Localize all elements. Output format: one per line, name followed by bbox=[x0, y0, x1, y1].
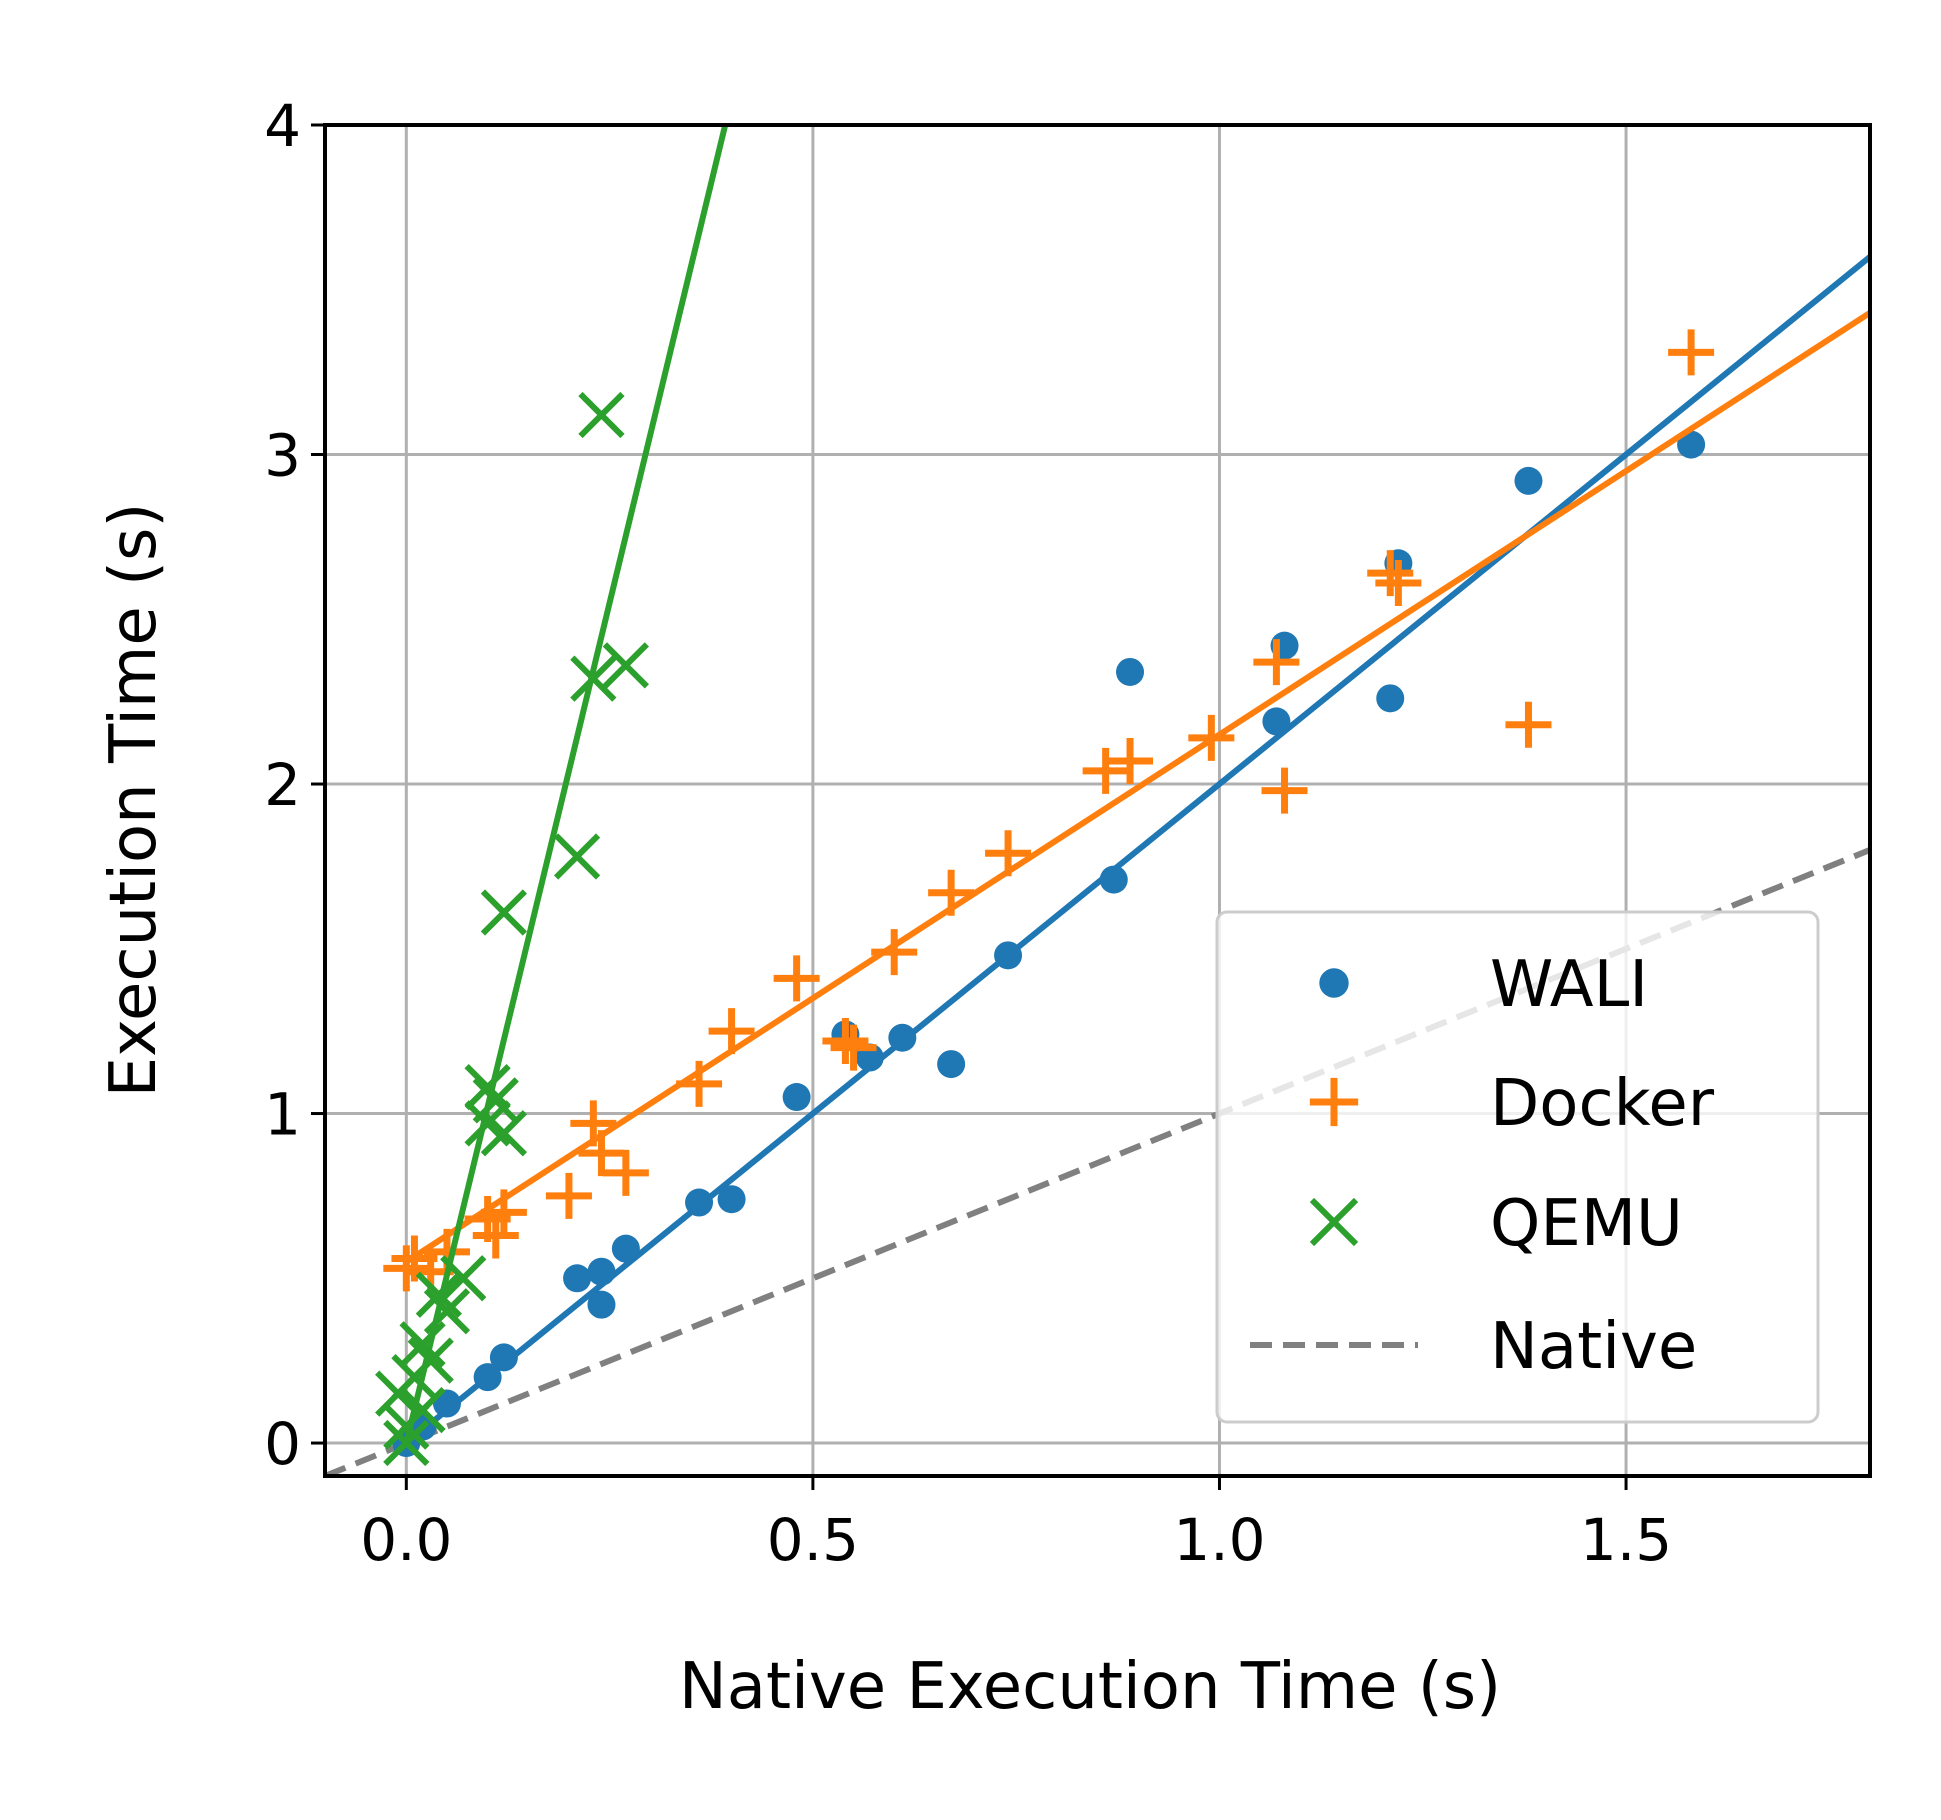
docker-point bbox=[1261, 767, 1308, 814]
wali-point bbox=[1262, 707, 1291, 736]
x-stroke bbox=[1309, 1197, 1359, 1247]
docker-point bbox=[1107, 737, 1154, 784]
docker-point bbox=[830, 1024, 877, 1071]
legend-box bbox=[1215, 910, 1820, 1424]
legend-label-docker: Docker bbox=[1490, 1067, 1715, 1141]
wali-point bbox=[1677, 430, 1706, 459]
wali-point bbox=[937, 1050, 966, 1079]
docker-point bbox=[1367, 550, 1414, 597]
docker-point bbox=[578, 1130, 625, 1177]
y-tick-label: 3 bbox=[264, 422, 301, 490]
qemu-point bbox=[464, 1064, 511, 1111]
qemu-point bbox=[578, 391, 625, 439]
docker-point bbox=[480, 1189, 527, 1236]
x-stroke bbox=[553, 833, 601, 880]
qemu-point bbox=[440, 1255, 487, 1302]
qemu-point bbox=[480, 1110, 528, 1157]
legend-handle-qemu bbox=[1309, 1197, 1359, 1247]
wali-point bbox=[685, 1188, 714, 1217]
x-stroke bbox=[578, 391, 625, 439]
docker-point bbox=[822, 1018, 869, 1065]
docker-point bbox=[1253, 639, 1300, 686]
x-stroke bbox=[570, 655, 617, 702]
wali-point bbox=[1514, 466, 1543, 495]
docker-point bbox=[985, 830, 1032, 877]
docker-point bbox=[1082, 747, 1129, 794]
x-axis-title: Native Execution Time (s) bbox=[679, 1650, 1501, 1724]
y-axis-title: Execution Time (s) bbox=[97, 503, 171, 1098]
docker-point bbox=[602, 1149, 649, 1196]
legend-label-qemu: QEMU bbox=[1490, 1187, 1683, 1261]
x-stroke bbox=[480, 889, 528, 936]
ticks: 0.0 0.5 1.0 1.5 0 1 2 3 4 bbox=[264, 92, 1672, 1574]
legend-label-wali: WALI bbox=[1490, 948, 1648, 1022]
wali-point bbox=[1116, 657, 1145, 686]
x-stroke bbox=[440, 1255, 487, 1302]
wali-point bbox=[611, 1234, 640, 1263]
qemu-point bbox=[602, 642, 649, 689]
x-stroke bbox=[464, 1064, 511, 1111]
legend-handle-docker bbox=[1309, 1077, 1359, 1127]
y-tick-label: 1 bbox=[264, 1081, 301, 1149]
docker-point bbox=[1668, 329, 1715, 376]
wali-point bbox=[587, 1257, 616, 1286]
x-tick-label: 1.5 bbox=[1580, 1506, 1672, 1574]
qemu-point bbox=[553, 833, 601, 880]
qemu-point bbox=[423, 1288, 471, 1335]
docker-point bbox=[676, 1060, 723, 1107]
docker-point bbox=[871, 929, 918, 976]
x-stroke bbox=[399, 1321, 446, 1368]
wali-point bbox=[1376, 684, 1405, 713]
qemu-point bbox=[480, 889, 528, 936]
wali-point bbox=[1099, 865, 1128, 894]
docker-point bbox=[472, 1212, 519, 1259]
wali-point bbox=[994, 941, 1023, 970]
x-stroke bbox=[383, 1419, 430, 1467]
docker-point bbox=[773, 955, 820, 1002]
qemu-point bbox=[570, 655, 617, 702]
x-stroke bbox=[602, 642, 649, 689]
x-tick-label: 0.0 bbox=[360, 1506, 452, 1574]
wali-point bbox=[888, 1023, 917, 1052]
plot-frame bbox=[323, 123, 1872, 1478]
wali-point bbox=[473, 1363, 502, 1392]
x-stroke bbox=[480, 1110, 528, 1157]
qemu-fit-line bbox=[403, 125, 729, 1444]
docker-fit-line bbox=[404, 310, 1870, 1265]
x-stroke bbox=[415, 1271, 462, 1318]
series-layer bbox=[325, 125, 1870, 1476]
wali-point bbox=[782, 1083, 811, 1112]
qemu-point bbox=[383, 1419, 430, 1467]
y-tick-label: 4 bbox=[264, 92, 301, 160]
wali-point bbox=[489, 1343, 518, 1372]
wali-fit-line bbox=[404, 254, 1870, 1446]
docker-point bbox=[928, 869, 975, 916]
wali-point bbox=[587, 1290, 616, 1319]
docker-point bbox=[1188, 714, 1235, 761]
docker-point bbox=[1375, 560, 1422, 607]
y-tick-label: 0 bbox=[264, 1410, 301, 1478]
legend-handle-wali bbox=[1319, 968, 1349, 998]
docker-point bbox=[545, 1172, 592, 1219]
qemu-point bbox=[399, 1386, 446, 1434]
qemu-point bbox=[407, 1337, 454, 1384]
docker-point bbox=[570, 1100, 617, 1147]
x-stroke bbox=[423, 1288, 471, 1335]
legend: WALI Docker QEMU Native bbox=[1215, 910, 1820, 1424]
wali-point bbox=[717, 1185, 746, 1214]
docker-point bbox=[1505, 701, 1552, 748]
y-tick-label: 2 bbox=[264, 751, 301, 819]
x-tick-label: 0.5 bbox=[767, 1506, 859, 1574]
legend-label-native: Native bbox=[1490, 1310, 1697, 1384]
wali-point bbox=[563, 1264, 592, 1293]
docker-point bbox=[708, 1008, 755, 1055]
x-stroke bbox=[399, 1386, 446, 1434]
x-tick-label: 1.0 bbox=[1173, 1506, 1265, 1574]
x-stroke bbox=[407, 1337, 454, 1384]
